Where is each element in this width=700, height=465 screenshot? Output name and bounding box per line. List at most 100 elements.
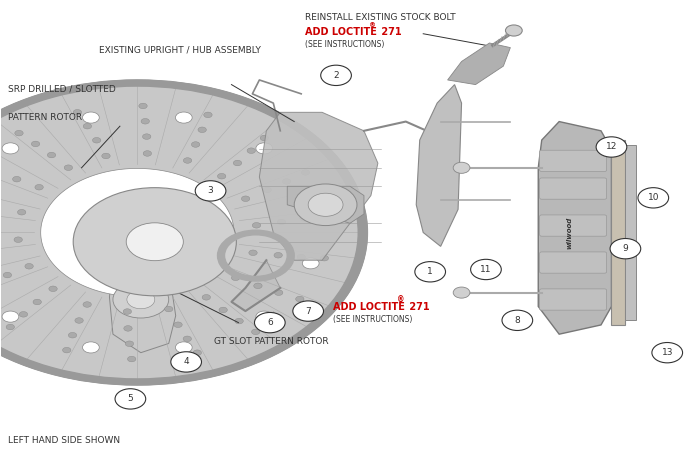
- Text: 271: 271: [378, 27, 402, 37]
- Circle shape: [252, 223, 260, 228]
- Circle shape: [263, 187, 272, 193]
- FancyBboxPatch shape: [540, 215, 607, 236]
- Circle shape: [124, 326, 132, 331]
- Circle shape: [14, 237, 22, 242]
- Circle shape: [183, 158, 192, 163]
- Circle shape: [294, 184, 357, 226]
- Circle shape: [277, 219, 286, 225]
- Circle shape: [302, 196, 319, 207]
- Text: REINSTALL EXISTING STOCK BOLT: REINSTALL EXISTING STOCK BOLT: [304, 13, 455, 22]
- Text: SRP DRILLED / SLOTTED: SRP DRILLED / SLOTTED: [8, 85, 116, 94]
- Circle shape: [13, 176, 21, 182]
- Circle shape: [92, 138, 101, 143]
- Circle shape: [102, 153, 110, 159]
- Circle shape: [308, 193, 343, 216]
- Circle shape: [202, 294, 211, 300]
- Polygon shape: [538, 121, 612, 334]
- Circle shape: [139, 103, 147, 109]
- Text: EXISTING UPRIGHT / HUB ASSEMBLY: EXISTING UPRIGHT / HUB ASSEMBLY: [99, 46, 261, 54]
- Text: 4: 4: [183, 358, 189, 366]
- Circle shape: [75, 318, 83, 323]
- Text: 271: 271: [406, 302, 429, 312]
- Text: 8: 8: [514, 316, 520, 325]
- Circle shape: [320, 255, 328, 261]
- Circle shape: [502, 310, 533, 331]
- Text: (SEE INSTRUCTIONS): (SEE INSTRUCTIONS): [332, 315, 412, 324]
- FancyBboxPatch shape: [540, 289, 607, 310]
- Circle shape: [33, 299, 41, 305]
- Text: 10: 10: [648, 193, 659, 202]
- Circle shape: [610, 239, 640, 259]
- Circle shape: [69, 332, 77, 338]
- Circle shape: [2, 311, 19, 322]
- Circle shape: [254, 283, 262, 289]
- Polygon shape: [416, 85, 461, 246]
- Circle shape: [20, 312, 27, 317]
- Circle shape: [144, 151, 151, 156]
- Circle shape: [274, 290, 283, 295]
- Circle shape: [176, 112, 192, 123]
- Circle shape: [48, 152, 56, 158]
- Text: ADD LOCTITE: ADD LOCTITE: [332, 302, 405, 312]
- Circle shape: [470, 259, 501, 279]
- Circle shape: [2, 143, 19, 154]
- Circle shape: [193, 350, 202, 355]
- Text: wilwood: wilwood: [566, 216, 573, 249]
- Circle shape: [115, 389, 146, 409]
- Circle shape: [83, 302, 91, 307]
- Circle shape: [235, 319, 244, 324]
- Text: 9: 9: [622, 244, 629, 253]
- FancyBboxPatch shape: [540, 252, 607, 273]
- Circle shape: [256, 143, 272, 154]
- Circle shape: [15, 130, 23, 136]
- Circle shape: [293, 301, 323, 321]
- Circle shape: [35, 185, 43, 190]
- Text: ®: ®: [397, 296, 404, 306]
- Circle shape: [251, 329, 260, 335]
- Polygon shape: [232, 260, 280, 311]
- Text: PATTERN ROTOR: PATTERN ROTOR: [8, 113, 83, 121]
- Circle shape: [183, 336, 192, 342]
- Circle shape: [195, 181, 226, 201]
- Text: 3: 3: [208, 186, 213, 195]
- Circle shape: [127, 356, 136, 362]
- Circle shape: [198, 127, 206, 133]
- Circle shape: [652, 343, 682, 363]
- Circle shape: [248, 250, 257, 256]
- Circle shape: [127, 290, 155, 309]
- Circle shape: [64, 165, 73, 171]
- Text: 12: 12: [606, 142, 617, 152]
- Polygon shape: [287, 186, 364, 223]
- Text: GT SLOT PATTERN ROTOR: GT SLOT PATTERN ROTOR: [214, 337, 329, 345]
- Circle shape: [596, 137, 626, 157]
- Circle shape: [295, 296, 304, 302]
- Circle shape: [74, 188, 237, 296]
- Circle shape: [282, 179, 290, 184]
- Circle shape: [321, 65, 351, 86]
- Circle shape: [204, 112, 212, 118]
- Circle shape: [453, 287, 470, 298]
- Circle shape: [219, 307, 228, 313]
- Text: 5: 5: [127, 394, 133, 404]
- Circle shape: [255, 312, 285, 333]
- Circle shape: [164, 306, 173, 312]
- Circle shape: [0, 207, 1, 213]
- Circle shape: [83, 123, 92, 129]
- Circle shape: [241, 196, 250, 201]
- Text: 1: 1: [427, 267, 433, 276]
- Circle shape: [176, 342, 192, 353]
- Circle shape: [638, 188, 668, 208]
- Circle shape: [300, 216, 308, 221]
- Circle shape: [322, 212, 330, 217]
- Text: LEFT HAND SIDE SHOWN: LEFT HAND SIDE SHOWN: [8, 436, 120, 445]
- Circle shape: [415, 262, 445, 282]
- Circle shape: [143, 134, 151, 140]
- Text: 13: 13: [662, 348, 673, 357]
- Circle shape: [191, 142, 200, 147]
- FancyBboxPatch shape: [540, 178, 607, 199]
- Circle shape: [83, 342, 99, 353]
- Circle shape: [6, 324, 15, 330]
- Polygon shape: [612, 140, 625, 325]
- Text: 11: 11: [480, 265, 491, 274]
- Circle shape: [62, 347, 71, 353]
